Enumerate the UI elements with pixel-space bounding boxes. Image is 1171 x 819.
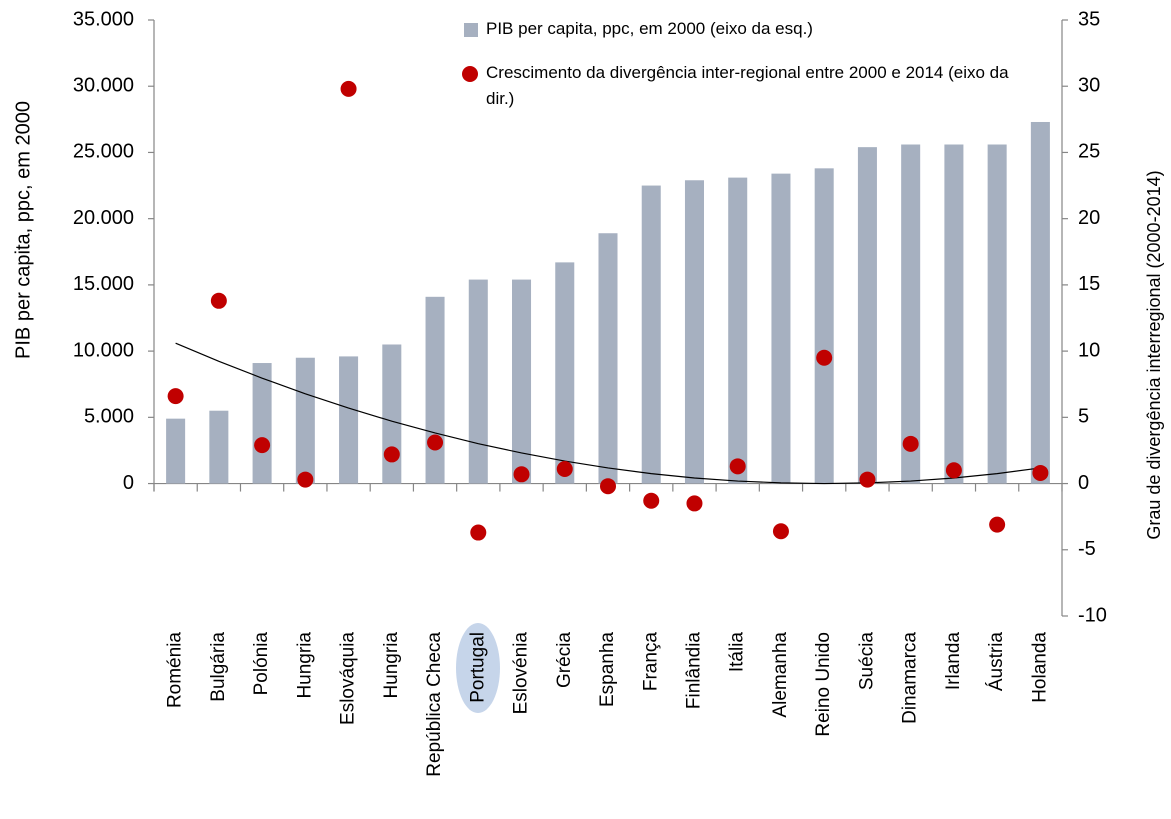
bar bbox=[166, 418, 186, 484]
bar bbox=[468, 279, 488, 484]
bar bbox=[598, 233, 618, 484]
x-tick-label: Holanda bbox=[1029, 632, 1050, 703]
dot bbox=[383, 446, 400, 463]
x-tick-label: Eslovénia bbox=[511, 632, 532, 715]
y-tick-label: 5.000 bbox=[84, 406, 134, 428]
x-tick-label: Polónia bbox=[251, 632, 272, 696]
dot bbox=[210, 292, 227, 309]
dot bbox=[945, 462, 962, 479]
y2-tick-label: 35 bbox=[1078, 8, 1100, 30]
x-tick-label: Itália bbox=[727, 632, 748, 673]
y2-tick-label: 30 bbox=[1078, 75, 1100, 97]
bar bbox=[425, 296, 445, 484]
dot bbox=[816, 349, 833, 366]
bar bbox=[209, 410, 229, 484]
y2-tick-label: 5 bbox=[1078, 406, 1089, 428]
x-tick-label: Finlândia bbox=[683, 632, 704, 710]
dot bbox=[340, 80, 357, 97]
y-tick-label: 15.000 bbox=[73, 273, 134, 295]
y-tick-label: 0 bbox=[123, 472, 134, 494]
y-tick-label: 20.000 bbox=[73, 207, 134, 229]
y-tick-label: 10.000 bbox=[73, 339, 134, 361]
x-tick-label: Portugal bbox=[467, 632, 488, 703]
y2-tick-label: 0 bbox=[1078, 472, 1089, 494]
bar bbox=[1030, 121, 1050, 484]
x-tick-label: República Checa bbox=[424, 632, 445, 777]
dot bbox=[556, 460, 573, 477]
dot bbox=[513, 466, 530, 483]
dot bbox=[859, 471, 876, 488]
bar bbox=[684, 180, 704, 484]
bar bbox=[857, 147, 877, 484]
legend: PIB per capita, ppc, em 2000 (eixo da es… bbox=[458, 16, 1028, 130]
dot bbox=[427, 434, 444, 451]
bar bbox=[252, 363, 272, 484]
y-tick-label: 30.000 bbox=[73, 75, 134, 97]
x-tick-label: Alemanha bbox=[770, 632, 791, 718]
y2-tick-label: -5 bbox=[1078, 538, 1096, 560]
y-tick-label: 25.000 bbox=[73, 141, 134, 163]
x-tick-label: Grécia bbox=[554, 632, 575, 688]
bar bbox=[382, 344, 402, 484]
bar bbox=[814, 168, 834, 484]
dot bbox=[167, 388, 184, 405]
y-axis-label: PIB per capita, ppc, em 2000 bbox=[12, 101, 34, 359]
trendline bbox=[175, 342, 1041, 485]
x-tick-label: Irlanda bbox=[943, 632, 964, 691]
dot bbox=[686, 495, 703, 512]
dot bbox=[902, 435, 919, 452]
bar bbox=[944, 144, 964, 484]
x-tick-label: Eslováquia bbox=[338, 632, 359, 725]
x-tick-label: França bbox=[640, 632, 661, 692]
bar bbox=[987, 144, 1007, 484]
bar bbox=[771, 173, 791, 484]
dot bbox=[1032, 464, 1049, 481]
dot bbox=[470, 524, 487, 541]
x-tick-label: Hungria bbox=[381, 632, 402, 699]
bar bbox=[728, 177, 748, 484]
legend-label: Crescimento da divergência inter-regiona… bbox=[486, 63, 1009, 108]
dot bbox=[772, 523, 789, 540]
dot bbox=[254, 437, 271, 454]
x-tick-label: Dinamarca bbox=[900, 632, 921, 724]
legend-swatch bbox=[462, 66, 478, 82]
x-tick-label: Hungria bbox=[294, 632, 315, 699]
dot bbox=[297, 471, 314, 488]
legend-item: Crescimento da divergência inter-regiona… bbox=[458, 60, 1028, 112]
y-tick-label: 35.000 bbox=[73, 8, 134, 30]
highlight bbox=[456, 623, 500, 713]
bar bbox=[901, 144, 921, 484]
y2-tick-label: 20 bbox=[1078, 207, 1100, 229]
x-tick-label: Reino Unido bbox=[813, 632, 834, 737]
bar bbox=[555, 262, 575, 484]
bar bbox=[512, 279, 532, 484]
y2-tick-label: 15 bbox=[1078, 273, 1100, 295]
legend-swatch bbox=[464, 23, 478, 37]
legend-item: PIB per capita, ppc, em 2000 (eixo da es… bbox=[458, 16, 1028, 42]
dot bbox=[729, 458, 746, 475]
x-tick-label: Bulgária bbox=[208, 632, 229, 702]
y2-tick-label: 10 bbox=[1078, 339, 1100, 361]
bar bbox=[339, 356, 359, 484]
dot bbox=[989, 516, 1006, 533]
x-tick-label: Espanha bbox=[597, 632, 618, 707]
y2-tick-label: -10 bbox=[1078, 604, 1107, 626]
bar bbox=[295, 357, 315, 484]
x-tick-label: Roménia bbox=[165, 632, 186, 708]
dot bbox=[600, 478, 616, 495]
bar bbox=[641, 185, 661, 484]
y2-tick-label: 25 bbox=[1078, 141, 1100, 163]
y2-axis-label: Grau de divergência interregional (2000-… bbox=[1144, 170, 1164, 539]
x-tick-label: Suécia bbox=[856, 632, 877, 691]
dot bbox=[643, 492, 660, 509]
x-tick-label: Áustria bbox=[986, 632, 1007, 692]
legend-label: PIB per capita, ppc, em 2000 (eixo da es… bbox=[486, 19, 813, 38]
